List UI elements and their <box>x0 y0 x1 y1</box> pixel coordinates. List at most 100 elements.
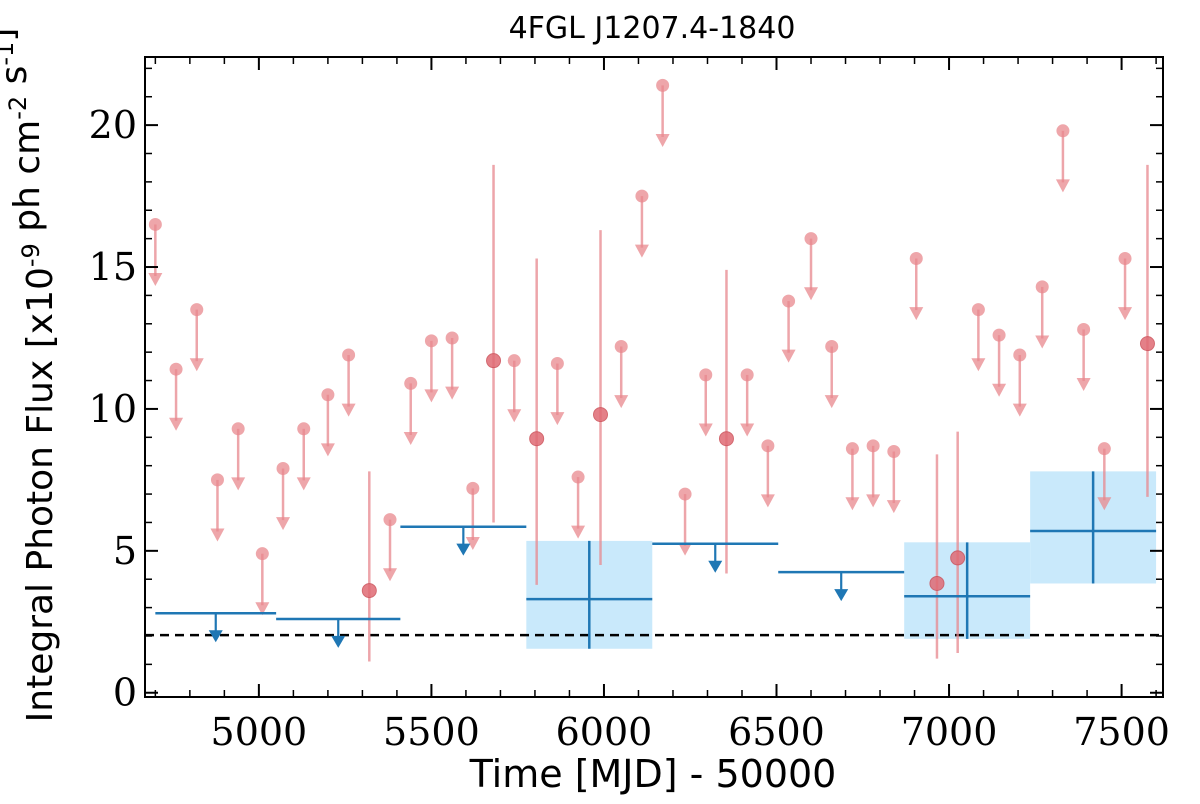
y-tick-label: 15 <box>89 245 137 289</box>
short-bin-arrow-head <box>550 412 565 426</box>
short-bin-point <box>550 357 564 371</box>
short-bin-point <box>656 78 670 92</box>
short-bin-arrow-head <box>341 403 356 417</box>
x-tick-label: 7500 <box>1073 710 1170 754</box>
short-bin-point <box>866 439 880 453</box>
short-bin-point <box>486 353 502 369</box>
short-bin-arrow-head <box>1076 378 1091 392</box>
x-tick-label: 5000 <box>211 710 308 754</box>
chart-title: 4FGL J1207.4-1840 <box>509 11 796 46</box>
short-bin-point <box>342 348 356 362</box>
short-bin-arrow-head <box>824 395 839 409</box>
short-bin-arrow-head <box>424 389 439 403</box>
long-bin-arrow-head <box>834 589 849 602</box>
x-tick-label: 6000 <box>556 710 653 754</box>
short-bin-arrow-head <box>1118 307 1133 321</box>
short-bin-arrow-head <box>992 383 1007 397</box>
x-tick-label: 7000 <box>901 710 998 754</box>
short-bin-point <box>635 189 649 203</box>
short-bin-point <box>699 368 713 382</box>
short-bin-point <box>571 470 585 484</box>
y-tick-label: 10 <box>89 387 137 431</box>
short-bin-point <box>190 303 204 317</box>
x-axis-label: Time [MJD] - 50000 <box>469 752 837 796</box>
short-bin-arrow-head <box>465 536 480 550</box>
short-bin-arrow-head <box>276 517 291 531</box>
short-bin-arrow-head <box>1012 403 1027 417</box>
long-bin-arrow-head <box>208 630 223 643</box>
short-bin-arrow-head <box>148 273 163 287</box>
short-bin-arrow-head <box>507 409 522 423</box>
short-bin-arrow-head <box>760 494 775 508</box>
short-bin-point <box>466 481 480 495</box>
y-tick-label: 20 <box>89 103 137 147</box>
short-bin-point <box>276 462 290 476</box>
short-bin-arrow-head <box>909 307 924 321</box>
short-bin-point <box>529 431 545 447</box>
short-bin-arrow-head <box>169 417 184 431</box>
short-bin-arrow-head <box>886 500 901 514</box>
short-bin-arrow-head <box>804 287 819 301</box>
short-bin-point <box>1013 348 1027 362</box>
short-bin-point <box>614 339 628 353</box>
short-bin-point <box>825 339 839 353</box>
short-bin-point <box>148 217 162 231</box>
short-bin-arrow-head <box>320 443 335 457</box>
long-bin-arrow-head <box>456 543 471 556</box>
short-bin-arrow-head <box>571 525 586 539</box>
short-bin-point <box>445 331 459 345</box>
long-bin-arrow-head <box>708 560 723 573</box>
y-tick-label: 0 <box>113 671 137 715</box>
short-bin-point <box>321 388 335 402</box>
short-bin-point <box>424 334 438 348</box>
short-bin-point <box>1097 442 1111 456</box>
short-bin-arrow-head <box>383 568 398 582</box>
short-bin-point <box>231 422 245 436</box>
short-bin-point <box>1139 336 1155 352</box>
short-bin-point <box>255 547 269 561</box>
short-bin-arrow-head <box>655 133 670 147</box>
long-bin-series <box>155 471 1157 649</box>
x-tick-label: 5500 <box>383 710 480 754</box>
short-bin-point <box>909 252 923 266</box>
short-bin-point <box>1077 322 1091 336</box>
short-bin-point <box>297 422 311 436</box>
short-bin-point <box>678 487 692 501</box>
short-bin-arrow-head <box>403 431 418 445</box>
short-bin-point <box>210 473 224 487</box>
short-bin-arrow-head <box>845 497 860 511</box>
short-bin-arrow-head <box>231 477 246 491</box>
short-bin-arrow-head <box>296 477 311 491</box>
short-bin-point <box>1035 280 1049 294</box>
short-bin-arrow-head <box>678 542 693 556</box>
short-bin-point <box>804 232 818 246</box>
short-bin-arrow-head <box>634 244 649 258</box>
short-bin-arrow-head <box>1097 497 1112 511</box>
short-bin-point <box>1056 124 1070 138</box>
short-bin-point <box>950 550 966 566</box>
confidence-bands <box>526 471 1157 649</box>
short-bin-arrow-head <box>866 494 881 508</box>
short-bin-point <box>782 294 796 308</box>
short-bin-point <box>992 328 1006 342</box>
short-bin-series <box>148 78 1155 662</box>
short-bin-arrow-head <box>971 358 986 372</box>
short-bin-point <box>718 431 734 447</box>
short-bin-arrow-head <box>614 395 629 409</box>
short-bin-arrow-head <box>781 349 796 363</box>
short-bin-arrow-head <box>1055 179 1070 193</box>
y-tick-label: 5 <box>113 529 137 573</box>
short-bin-point <box>1118 252 1132 266</box>
plot-frame <box>144 56 1164 698</box>
short-bin-arrow-head <box>210 528 225 542</box>
short-bin-point <box>761 439 775 453</box>
short-bin-point <box>169 362 183 376</box>
long-bin-arrow-head <box>331 635 346 648</box>
short-bin-arrow-head <box>740 423 755 437</box>
short-bin-point <box>404 376 418 390</box>
short-bin-point <box>929 575 945 591</box>
short-bin-arrow-head <box>1035 335 1050 349</box>
short-bin-point <box>971 303 985 317</box>
